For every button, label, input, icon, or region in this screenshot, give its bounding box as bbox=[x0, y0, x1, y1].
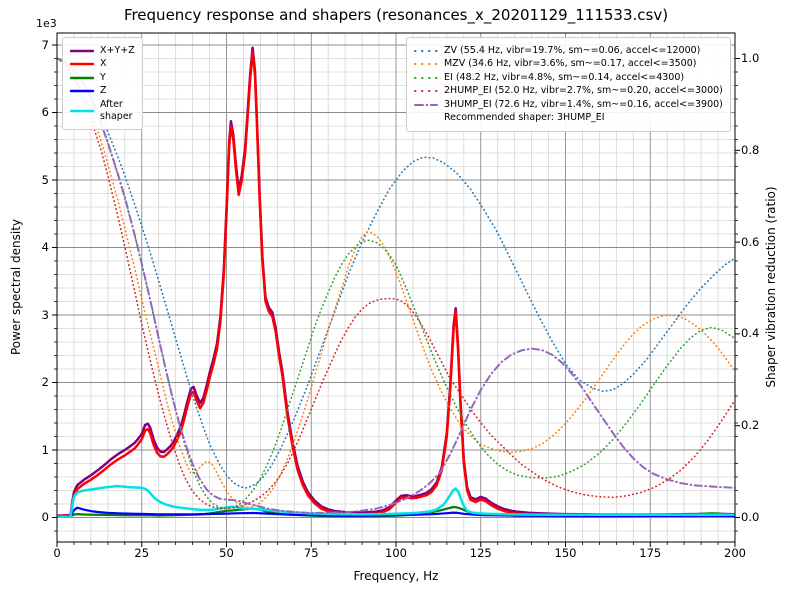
legend-item-label: ZV (55.4 Hz, vibr=19.7%, sm~=0.06, accel… bbox=[444, 44, 701, 56]
legend-psd: X+Y+Z X Y Z After shaper bbox=[62, 37, 143, 130]
x-tick-label: 200 bbox=[724, 546, 746, 560]
series-3hump_ei bbox=[57, 57, 735, 514]
legend-item-label: X+Y+Z bbox=[100, 44, 135, 56]
legend-item: EI (48.2 Hz, vibr=4.8%, sm~=0.14, accel<… bbox=[414, 72, 723, 84]
axes-spines bbox=[52, 32, 740, 547]
series-x bbox=[57, 50, 735, 518]
series-x+y+z bbox=[57, 46, 735, 518]
legend-item: Recommended shaper: 3HUMP_EI bbox=[414, 112, 723, 124]
legend-item: X bbox=[70, 58, 135, 70]
legend-item-label: After shaper bbox=[100, 98, 133, 122]
legend-item-label: Y bbox=[100, 71, 106, 83]
y-tick-label-right: 1.0 bbox=[741, 51, 760, 65]
y-tick-label-left: 5 bbox=[41, 172, 49, 187]
y-tick-label-right: 0.8 bbox=[741, 142, 760, 157]
series-2hump_ei bbox=[57, 57, 735, 510]
x-tick-label: 100 bbox=[385, 546, 407, 560]
legend-line-sample bbox=[414, 113, 438, 123]
series-zv bbox=[57, 57, 735, 489]
y-tick-label-right: 0.2 bbox=[741, 418, 760, 433]
legend-line-sample bbox=[414, 90, 438, 92]
y-tick-label-left: 2 bbox=[41, 375, 49, 389]
x-tick-label: 25 bbox=[134, 546, 150, 560]
legend-item: ZV (55.4 Hz, vibr=19.7%, sm~=0.06, accel… bbox=[414, 45, 723, 57]
y-axis-label-right: Shaper vibration reduction (ratio) bbox=[764, 186, 778, 388]
legend-line-sample bbox=[414, 49, 438, 52]
legend-item-label: 3HUMP_EI (72.6 Hz, vibr=1.4%, sm~=0.16, … bbox=[444, 98, 723, 110]
x-tick-label: 125 bbox=[469, 546, 492, 560]
legend-shapers: ZV (55.4 Hz, vibr=19.7%, sm~=0.06, accel… bbox=[406, 37, 731, 132]
legend-line-sample bbox=[414, 103, 438, 106]
legend-item-label: MZV (34.6 Hz, vibr=3.6%, sm~=0.17, accel… bbox=[444, 58, 697, 69]
legend-item-label: X bbox=[100, 58, 107, 69]
series-after-shaper bbox=[57, 484, 735, 519]
legend-line-sample bbox=[70, 49, 94, 52]
x-tick-label: 0 bbox=[53, 546, 61, 560]
y-axis-offset-label: 1e3 bbox=[36, 17, 57, 30]
x-tick-label: 150 bbox=[554, 546, 577, 560]
legend-item: X+Y+Z bbox=[70, 45, 135, 57]
x-tick-label: 75 bbox=[303, 546, 319, 560]
legend-item: MZV (34.6 Hz, vibr=3.6%, sm~=0.17, accel… bbox=[414, 58, 723, 70]
legend-item: Y bbox=[70, 72, 135, 84]
legend-item-label: Z bbox=[100, 85, 107, 96]
x-tick-label: 50 bbox=[219, 546, 234, 560]
legend-item: After shaper bbox=[70, 99, 135, 123]
y-tick-label-left: 1 bbox=[41, 442, 49, 457]
series-ei bbox=[57, 57, 735, 510]
legend-line-sample bbox=[414, 76, 438, 79]
legend-line-sample bbox=[414, 63, 438, 65]
y-tick-label-right: 0.6 bbox=[741, 234, 760, 249]
y-tick-label-left: 6 bbox=[41, 105, 49, 119]
chart-title: Frequency response and shapers (resonanc… bbox=[123, 6, 669, 24]
legend-line-sample bbox=[70, 89, 94, 93]
legend-item-label: 2HUMP_EI (52.0 Hz, vibr=2.7%, sm~=0.20, … bbox=[444, 85, 723, 96]
legend-item-label: EI (48.2 Hz, vibr=4.8%, sm~=0.14, accel<… bbox=[444, 71, 685, 83]
grid-minor bbox=[57, 33, 735, 542]
y-tick-label-left: 4 bbox=[41, 240, 49, 254]
x-tick-label: 175 bbox=[639, 546, 662, 560]
legend-line-sample bbox=[70, 109, 94, 112]
legend-item: 3HUMP_EI (72.6 Hz, vibr=1.4%, sm~=0.16, … bbox=[414, 99, 723, 111]
series-group bbox=[57, 46, 735, 519]
legend-item: 2HUMP_EI (52.0 Hz, vibr=2.7%, sm~=0.20, … bbox=[414, 85, 723, 97]
x-axis-label: Frequency, Hz bbox=[353, 569, 439, 583]
y-axis-label-left: Power spectral density bbox=[9, 218, 23, 356]
y-tick-label-left: 7 bbox=[41, 37, 49, 52]
y-tick-label-right: 0.4 bbox=[741, 326, 760, 341]
y-tick-label-right: 0.0 bbox=[741, 510, 760, 524]
legend-item-label: Recommended shaper: 3HUMP_EI bbox=[444, 112, 605, 123]
y-tick-label-left: 0 bbox=[41, 510, 49, 524]
y-tick-label-left: 3 bbox=[41, 307, 49, 322]
legend-line-sample bbox=[70, 62, 94, 66]
legend-item: Z bbox=[70, 85, 135, 97]
series-mzv bbox=[57, 57, 735, 509]
legend-line-sample bbox=[70, 76, 94, 79]
